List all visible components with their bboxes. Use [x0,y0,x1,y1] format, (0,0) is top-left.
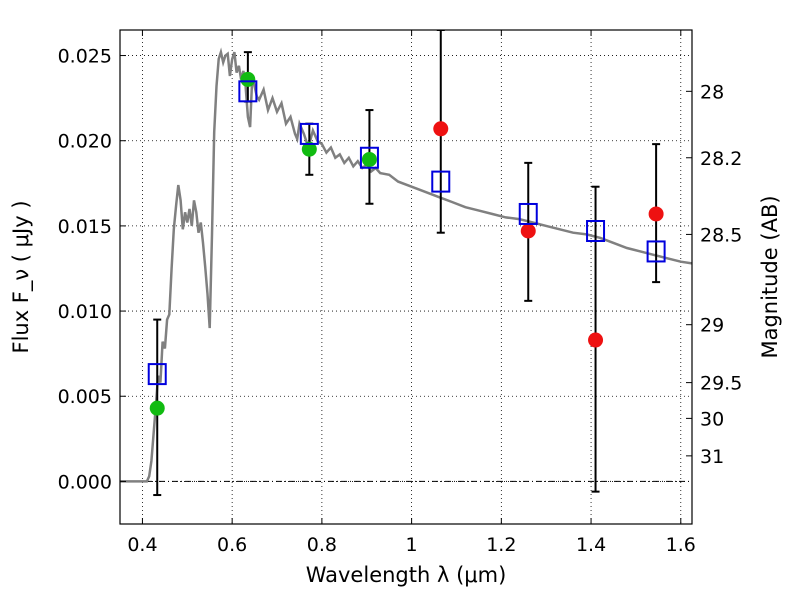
series-2-point-6 [586,220,606,243]
series-0-point-3 [648,206,664,222]
series-0-point-1 [520,223,536,239]
series-2-point-4 [431,170,451,193]
series-2-point-5 [518,202,538,225]
series-2-point-1 [238,80,258,103]
y-tick-label-4: 0.020 [58,131,112,153]
x-axis-label: Wavelength λ (μm) [306,563,507,587]
series-1-point-1 [240,71,256,87]
x-tick-label-0: 0.4 [127,534,157,556]
series-0-point-0 [433,121,449,137]
x-tick-label-3: 1 [406,534,418,556]
series-1-point-0 [149,400,165,416]
y2-axis-label: Magnitude (AB) [758,195,782,358]
y-tick-label-0: 0.000 [58,471,112,493]
series-2-point-0 [147,363,167,386]
y2-tick-label-4: 29.5 [700,373,742,395]
x-tick-label-4: 1.2 [486,534,516,556]
y-tick-label-2: 0.010 [58,301,112,323]
data-markers [147,71,666,416]
y2-tick-label-0: 28 [700,81,724,103]
x-tick-label-2: 0.8 [307,534,337,556]
plot-frame [119,29,693,525]
series-0-point-2 [588,332,604,348]
y2-tick-label-3: 29 [700,315,724,337]
y-axis-label: Flux F_ν ( μJy ) [9,200,34,353]
y2-tick-label-2: 28.5 [700,224,742,246]
series-2-point-2 [299,122,319,145]
y-tick-label-3: 0.015 [58,216,112,238]
y2-tick-label-6: 31 [700,446,724,468]
y2-tick-label-1: 28.2 [700,148,742,170]
x-tick-label-6: 1.6 [666,534,696,556]
y-tick-label-1: 0.005 [58,386,112,408]
series-2-point-7 [646,240,666,263]
series-2-point-3 [359,146,379,169]
y-tick-label-5: 0.025 [58,46,112,68]
model-sed-line [120,47,692,483]
series-1-point-2 [301,141,317,157]
grid [120,30,692,524]
series-1-point-3 [361,151,377,167]
x-tick-label-1: 0.6 [217,534,247,556]
axis-ticks: 0.4 0.6 0.8 1 1.2 1.4 1.6 0.000 0.005 0.010 0.015 0… [58,30,742,556]
y2-tick-label-5: 30 [700,408,724,430]
x-tick-label-5: 1.4 [576,534,606,556]
